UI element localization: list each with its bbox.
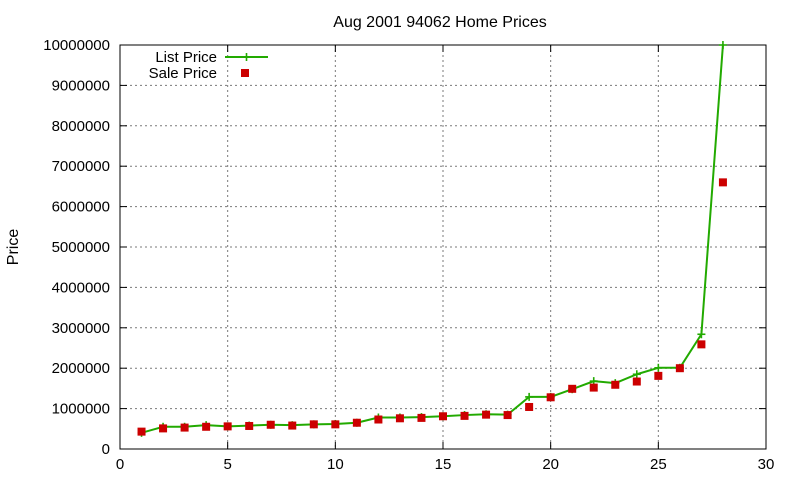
sale-price-point <box>223 422 232 431</box>
x-tick-label: 10 <box>327 456 344 473</box>
sale-price-point <box>374 415 383 424</box>
sale-price-point <box>589 383 598 392</box>
legend-label-sale-price: Sale Price <box>149 65 217 82</box>
sale-price-point <box>525 402 534 411</box>
y-tick-labels: 0 1000000 2000000 3000000 4000000 5000000 6000… <box>43 37 110 458</box>
tick-marks <box>119 44 767 450</box>
list-price-point <box>632 370 641 379</box>
y-tick-label: 5000000 <box>52 239 110 256</box>
y-tick-label: 0 <box>102 441 110 458</box>
legend-sale-price-marker <box>241 69 249 77</box>
sale-price-point <box>697 340 706 349</box>
sale-price-point <box>675 364 684 373</box>
legend-label-list-price: List Price <box>155 49 217 66</box>
sale-price-point <box>417 413 426 422</box>
list-price-point <box>718 41 727 49</box>
y-axis-label: Price <box>5 229 22 266</box>
y-tick-label: 7000000 <box>52 158 110 175</box>
sale-price-point <box>352 418 361 427</box>
sale-price-point <box>546 393 555 402</box>
list-price-point <box>525 392 534 401</box>
y-tick-label: 9000000 <box>52 77 110 94</box>
sale-price-point <box>395 414 404 423</box>
sale-price-point <box>159 424 168 433</box>
y-tick-label: 2000000 <box>52 360 110 377</box>
sale-price-point <box>654 371 663 380</box>
y-tick-label: 1000000 <box>52 401 110 418</box>
sale-price-point <box>266 420 275 429</box>
sale-price-point <box>503 411 512 420</box>
y-tick-label: 3000000 <box>52 320 110 337</box>
sale-price-point <box>632 377 641 386</box>
y-tick-label: 6000000 <box>52 199 110 216</box>
list-price-point <box>697 330 706 339</box>
list-price-line <box>140 44 724 434</box>
sale-price-point <box>331 420 340 429</box>
grid-layer <box>120 45 766 449</box>
chart-title: Aug 2001 94062 Home Prices <box>333 14 546 31</box>
sale-price-point <box>288 421 297 430</box>
x-tick-labels: 0 5 10 15 20 25 30 <box>116 456 775 473</box>
sale-price-point <box>137 427 146 436</box>
sale-price-point <box>180 423 189 432</box>
x-tick-label: 20 <box>542 456 559 473</box>
y-tick-label: 10000000 <box>43 37 110 54</box>
x-tick-label: 25 <box>650 456 667 473</box>
x-tick-label: 5 <box>223 456 231 473</box>
x-tick-label: 15 <box>435 456 452 473</box>
sale-price-point <box>202 422 211 431</box>
sale-price-point <box>245 421 254 430</box>
sale-price-point <box>439 412 447 421</box>
sale-price-point <box>568 384 577 393</box>
sale-price-point <box>460 411 469 420</box>
sale-price-point <box>482 410 491 419</box>
sale-price-point <box>718 178 727 187</box>
series-layer <box>137 41 727 437</box>
sale-price-point <box>611 380 620 389</box>
x-tick-label: 0 <box>116 456 124 473</box>
sale-price-point <box>309 420 318 429</box>
list-price-point <box>654 363 663 372</box>
y-tick-label: 8000000 <box>52 118 110 135</box>
x-tick-label: 30 <box>758 456 775 473</box>
y-tick-label: 4000000 <box>52 279 110 296</box>
